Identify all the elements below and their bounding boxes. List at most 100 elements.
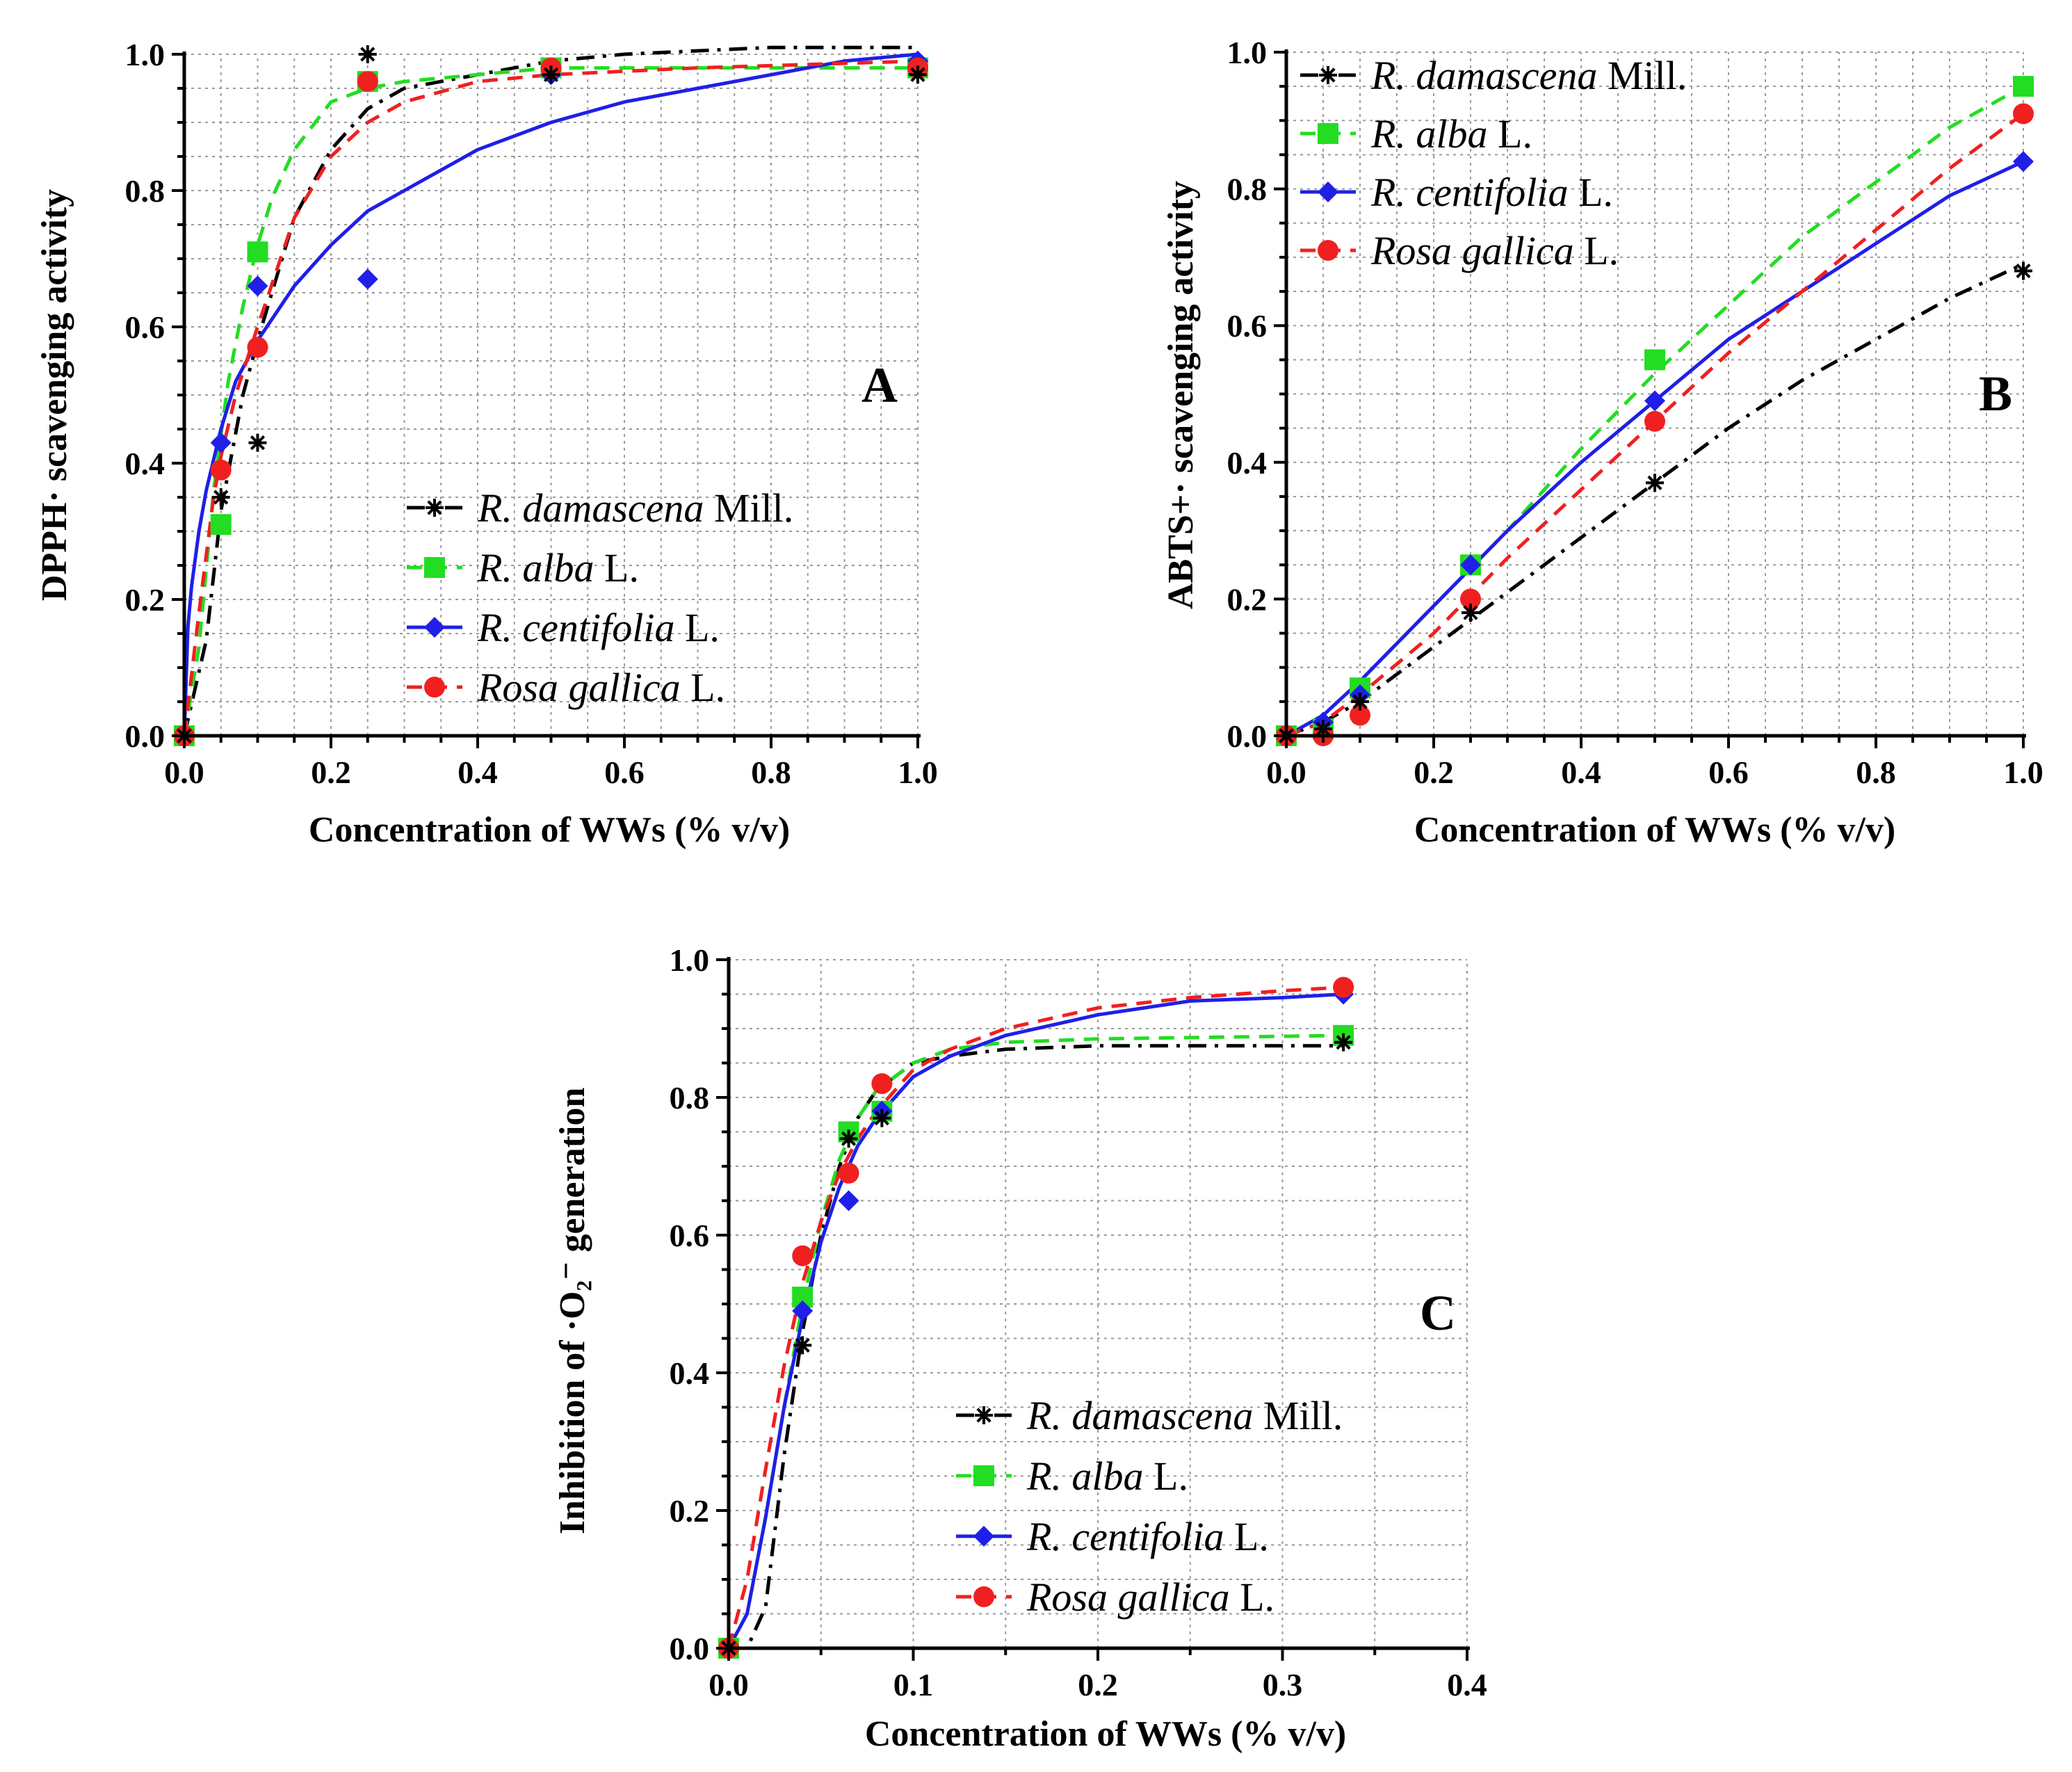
legend-label: R. centifolia L. <box>477 605 720 650</box>
legend-label: R. alba L. <box>477 545 639 590</box>
star-marker <box>1334 1033 1353 1052</box>
fit-curve-rosa-gallica <box>727 985 1344 1649</box>
x-tick-label: 0.6 <box>604 755 645 790</box>
panel-a-x-tick-labels: 0.0 0.2 0.4 0.6 0.8 1.0 <box>164 755 938 790</box>
y-tick-label: 1.0 <box>1227 35 1268 70</box>
star-marker <box>909 65 927 84</box>
panel-a-data-points <box>174 45 928 746</box>
data-point <box>839 1129 858 1148</box>
legend-entry-r-damascena: R. damascena Mill. <box>1300 53 1687 98</box>
legend-entry-r-damascena: R. damascena Mill. <box>407 485 793 531</box>
x-tick-label: 0.4 <box>1447 1667 1487 1702</box>
data-point <box>1333 976 1354 998</box>
y-tick-label: 0.0 <box>125 718 165 754</box>
legend-marker <box>973 1526 994 1547</box>
y-axis-label: Inhibition of ·O₂⁻ generation <box>553 1088 592 1535</box>
legend-marker <box>426 499 444 517</box>
data-point <box>248 433 267 452</box>
star-marker <box>1319 66 1337 84</box>
diamond-marker <box>2013 151 2034 172</box>
data-point <box>542 65 560 84</box>
star-marker <box>975 1406 993 1424</box>
data-point <box>2013 103 2034 124</box>
data-point <box>1460 554 1481 576</box>
star-marker <box>358 45 377 63</box>
y-tick-label: 0.2 <box>670 1493 710 1529</box>
fit-curve-r-centifolia <box>727 992 1344 1650</box>
panel-c-grid <box>729 959 1468 1648</box>
legend-label: Rosa gallica L. <box>1370 228 1619 273</box>
circle-marker <box>838 1162 859 1184</box>
panel-a: 0.0 0.2 0.4 0.6 0.8 1.0 0.0 0.2 0.4 0.6 … <box>35 37 938 850</box>
square-marker <box>2013 76 2034 97</box>
y-tick-label: 0.0 <box>1227 718 1268 754</box>
data-point <box>247 275 268 297</box>
panel-c-x-tick-labels: 0.0 0.1 0.2 0.3 0.4 <box>709 1667 1487 1702</box>
legend-label: R. centifolia L. <box>1026 1514 1269 1559</box>
y-tick-label: 0.0 <box>670 1631 710 1666</box>
legend-label: R. damascena Mill. <box>477 485 793 531</box>
x-tick-label: 0.2 <box>1414 755 1454 790</box>
data-point <box>1350 704 1370 726</box>
data-point <box>1462 604 1480 622</box>
circle-marker <box>973 1586 994 1607</box>
legend-entry-r-centifolia: R. centifolia L. <box>956 1514 1269 1559</box>
legend-marker <box>973 1465 994 1486</box>
data-point <box>2013 151 2034 172</box>
legend-entry-rosa-gallica: Rosa gallica L. <box>407 665 725 710</box>
panel-a-grid <box>184 54 918 736</box>
star-marker <box>211 488 230 506</box>
y-tick-label: 0.8 <box>125 173 165 209</box>
x-tick-label: 0.8 <box>1856 755 1896 790</box>
y-tick-label: 0.2 <box>125 582 165 618</box>
circle-marker <box>1460 588 1481 610</box>
diamond-marker <box>1460 554 1481 576</box>
panel-letter: A <box>861 357 898 413</box>
star-marker <box>873 1109 891 1127</box>
data-point <box>838 1162 859 1184</box>
x-tick-label: 0.0 <box>1266 755 1306 790</box>
circle-marker <box>357 71 378 92</box>
panel-b: 0.0 0.2 0.4 0.6 0.8 1.0 0.0 0.2 0.4 0.6 … <box>1161 35 2043 850</box>
legend-marker <box>1318 123 1338 144</box>
circle-marker <box>424 677 445 698</box>
diamond-marker <box>1644 390 1665 412</box>
square-marker <box>973 1465 994 1486</box>
panel-a-legend: R. damascena Mill. R. alba L. R. centifo… <box>407 485 793 710</box>
data-point <box>838 1190 859 1211</box>
panel-c: 0.0 0.1 0.2 0.3 0.4 0.0 0.2 0.4 0.6 0.8 … <box>553 942 1487 1754</box>
data-point <box>1646 474 1664 492</box>
x-tick-label: 0.1 <box>893 1667 934 1702</box>
data-point <box>909 65 927 84</box>
diamond-marker <box>1318 182 1338 202</box>
data-point <box>1314 720 1332 739</box>
panel-b-y-tick-labels: 0.0 0.2 0.4 0.6 0.8 1.0 <box>1227 35 1268 754</box>
data-point <box>792 1300 814 1321</box>
panel-c-y-tick-labels: 0.0 0.2 0.4 0.6 0.8 1.0 <box>670 942 710 1666</box>
legend-marker <box>1318 182 1338 202</box>
panel-b-legend: R. damascena Mill. R. alba L. R. centifo… <box>1300 53 1687 273</box>
x-tick-label: 0.4 <box>1561 755 1601 790</box>
legend-label: R. damascena Mill. <box>1026 1393 1343 1438</box>
star-marker <box>542 65 560 84</box>
legend-entry-r-damascena: R. damascena Mill. <box>956 1393 1343 1438</box>
y-tick-label: 0.6 <box>670 1218 710 1253</box>
data-point <box>357 71 378 92</box>
data-point <box>211 488 230 506</box>
data-point <box>2013 76 2034 97</box>
star-marker <box>793 1336 812 1355</box>
square-marker <box>1318 123 1338 144</box>
star-marker <box>426 499 444 517</box>
legend-entry-r-alba: R. alba L. <box>407 545 639 590</box>
x-tick-label: 0.0 <box>164 755 204 790</box>
legend-marker <box>424 677 445 698</box>
x-tick-label: 1.0 <box>2003 755 2043 790</box>
data-point <box>210 432 232 453</box>
legend-entry-r-centifolia: R. centifolia L. <box>407 605 720 650</box>
data-point <box>1644 349 1665 371</box>
panel-c-axes <box>716 957 1470 1661</box>
legend-label: R. centifolia L. <box>1370 170 1613 215</box>
legend-entry-r-alba: R. alba L. <box>956 1453 1188 1499</box>
legend-entry-r-centifolia: R. centifolia L. <box>1300 170 1613 215</box>
